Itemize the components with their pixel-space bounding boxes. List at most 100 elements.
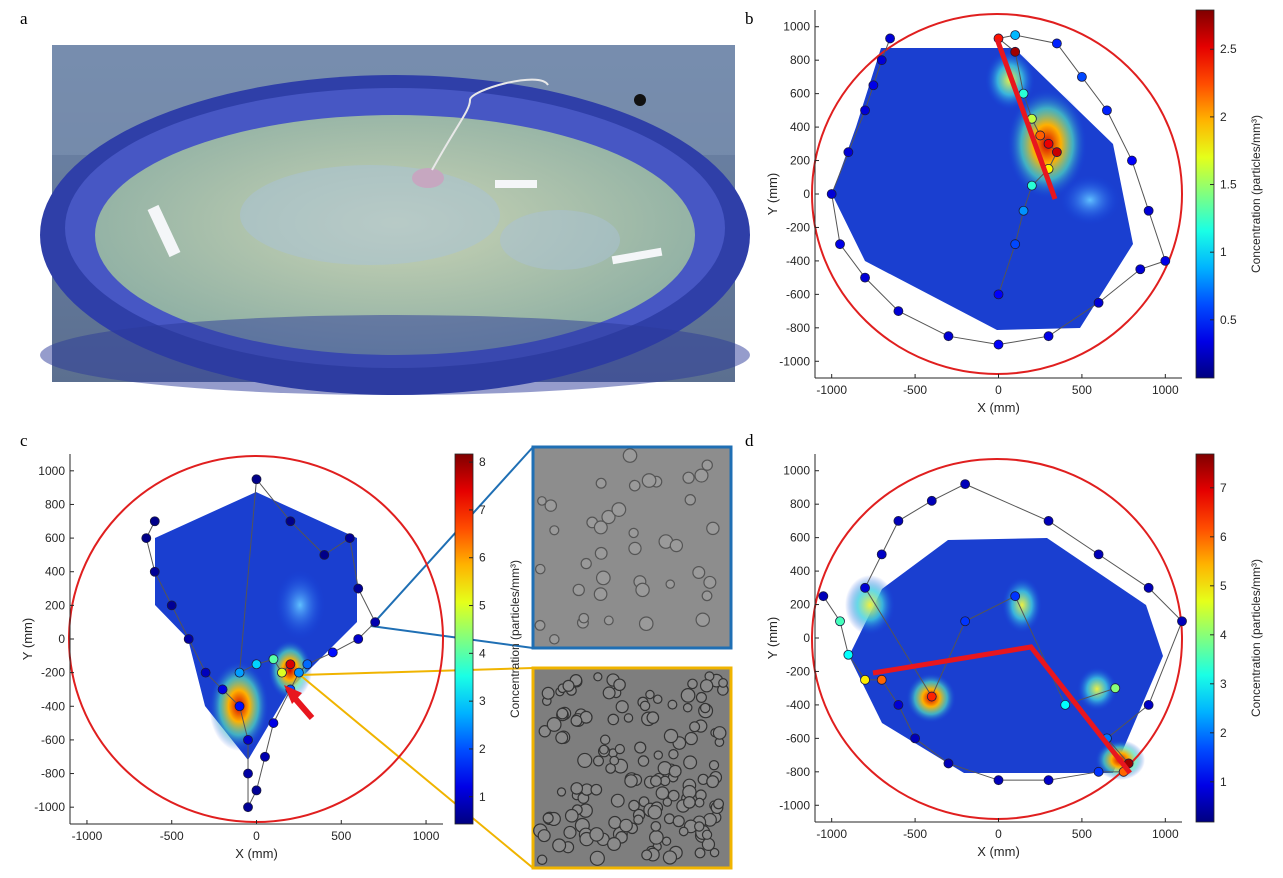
data-point	[268, 654, 279, 665]
colorbar-tick-label: 1.5	[1220, 178, 1237, 192]
data-point	[243, 768, 253, 779]
y-tick-label: 400	[790, 564, 810, 578]
y-tick-label: -800	[786, 321, 810, 335]
data-point	[893, 306, 904, 316]
y-tick-label: 0	[58, 632, 65, 646]
y-tick-label: 1000	[38, 464, 65, 478]
x-tick-label: 500	[331, 829, 351, 843]
x-tick-label: 1000	[1152, 383, 1179, 397]
data-point	[843, 147, 854, 158]
connector	[370, 446, 534, 627]
data-point	[234, 701, 245, 712]
data-point	[826, 189, 837, 199]
data-point	[1060, 700, 1071, 710]
data-point	[835, 239, 845, 250]
data-point	[1110, 683, 1121, 694]
data-point	[818, 591, 829, 602]
data-point	[1043, 516, 1054, 526]
y-tick-label: -600	[786, 731, 810, 745]
colorbar-tick-label: 7	[479, 503, 486, 517]
colorbar-tick-label: 7	[1220, 481, 1227, 495]
y-tick-label: -800	[41, 767, 65, 781]
y-tick-label: 600	[45, 531, 65, 545]
colorbar-tick-label: 8	[479, 455, 486, 469]
data-point	[1010, 46, 1021, 57]
data-point	[860, 272, 870, 283]
data-point	[183, 634, 194, 644]
data-point	[327, 647, 338, 658]
data-point	[1026, 180, 1037, 191]
data-point	[943, 758, 954, 769]
data-point	[1010, 239, 1021, 250]
data-point	[1010, 591, 1021, 602]
data-point	[876, 55, 887, 66]
colorbar-tick-label: 2	[479, 742, 486, 756]
heatmap	[832, 48, 1133, 330]
colorbar-tick-label: 2	[1220, 726, 1227, 740]
data-point	[1143, 700, 1154, 710]
x-tick-label: 0	[253, 829, 260, 843]
chart: c -1000 -500 0 500 1000 -1000 -800 -600 -400 -200 0…	[20, 431, 522, 861]
y-tick-label: 600	[790, 531, 810, 545]
data-point	[243, 735, 253, 745]
data-point	[166, 600, 177, 611]
data-point	[1093, 297, 1104, 308]
arrow	[284, 685, 302, 704]
data-point	[1160, 256, 1171, 266]
x-tick-label: 500	[1072, 827, 1092, 841]
y-tick-label: -400	[41, 699, 65, 713]
data-point	[1035, 130, 1046, 141]
data-point	[1093, 549, 1104, 560]
panel-label: c	[20, 431, 28, 450]
panel-label: b	[745, 9, 754, 28]
data-point	[1043, 331, 1054, 342]
y-axis-label: Y (mm)	[765, 617, 780, 659]
data-point	[1051, 147, 1062, 158]
y-tick-label: -400	[786, 254, 810, 268]
colorbar-tick-label: 5	[479, 599, 486, 613]
y-tick-label: 0	[803, 187, 810, 201]
x-tick-label: 1000	[413, 829, 440, 843]
colorbar	[1195, 453, 1215, 823]
y-tick-label: 200	[45, 598, 65, 612]
y-tick-label: 0	[803, 631, 810, 645]
data-point	[926, 495, 937, 506]
colorbar-label: Concentration (particles/mm³)	[1249, 115, 1263, 273]
data-point	[251, 785, 262, 796]
colorbar-tick-label: 0.5	[1220, 313, 1237, 327]
colorbar	[1195, 9, 1215, 379]
y-tick-label: -200	[786, 220, 810, 234]
y-tick-label: 800	[45, 497, 65, 511]
chart: b -1000 -500 0 500 1000 -1000 -800 -600 -400 -200 0…	[745, 9, 1263, 415]
connector	[299, 674, 534, 869]
data-point	[1177, 616, 1187, 627]
x-tick-label: -500	[903, 827, 927, 841]
data-point	[353, 634, 364, 644]
y-tick-label: -600	[41, 733, 65, 747]
x-tick-label: -500	[903, 383, 927, 397]
panel-label: a	[20, 9, 28, 28]
y-tick-label: 200	[790, 154, 810, 168]
data-point	[217, 684, 228, 695]
data-point	[993, 289, 1004, 300]
x-tick-label: 1000	[1152, 827, 1179, 841]
x-tick-label: -1000	[72, 829, 103, 843]
data-point	[910, 733, 920, 744]
data-point	[302, 659, 313, 670]
heatmap	[155, 492, 357, 760]
data-point	[1093, 766, 1104, 777]
colorbar-tick-label: 3	[479, 694, 486, 708]
data-point	[993, 775, 1004, 786]
data-point	[960, 616, 971, 627]
x-tick-label: 0	[995, 383, 1002, 397]
colorbar-tick-label: 1	[479, 790, 486, 804]
data-point	[893, 516, 904, 526]
data-point	[860, 105, 870, 116]
colorbar-tick-label: 3	[1220, 677, 1227, 691]
data-point	[926, 691, 937, 702]
y-axis-label: Y (mm)	[20, 618, 35, 660]
data-point	[293, 667, 304, 678]
y-axis-label: Y (mm)	[765, 173, 780, 215]
data-point	[876, 549, 887, 560]
